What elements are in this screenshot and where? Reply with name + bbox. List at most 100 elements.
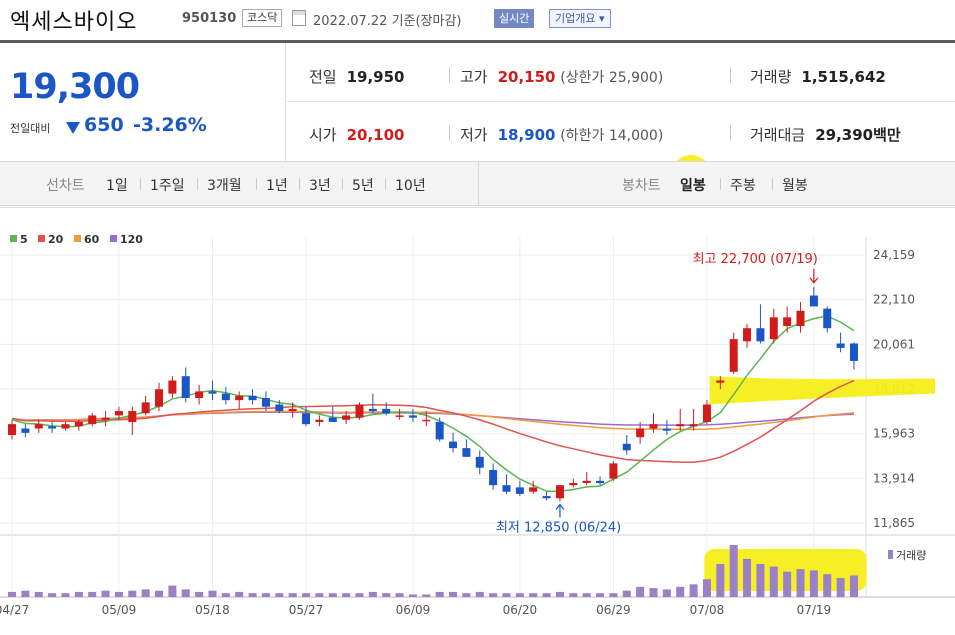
candle-body xyxy=(569,482,578,486)
period-3y[interactable]: 3년 xyxy=(309,178,331,194)
period-5y[interactable]: 5년 xyxy=(352,178,374,194)
volume-bar xyxy=(302,593,311,597)
y-tick-label: 11,865 xyxy=(873,516,915,530)
candle-body xyxy=(542,496,551,499)
period-3m[interactable]: 3개월 xyxy=(207,178,242,194)
candle-body xyxy=(141,402,150,414)
volume-bar xyxy=(582,593,591,597)
candle-body xyxy=(515,487,524,494)
volume-bar xyxy=(743,558,752,597)
line-chart-label: 선차트 xyxy=(46,178,85,194)
volume-bar xyxy=(88,591,97,597)
volume-bar xyxy=(141,589,150,597)
volume-bar xyxy=(195,591,204,597)
calendar-icon xyxy=(292,10,306,26)
candle-body xyxy=(74,421,83,427)
current-price: 19,300 xyxy=(10,67,140,107)
legend-swatch xyxy=(10,235,17,242)
period-1d[interactable]: 1일 xyxy=(106,178,128,194)
candle-body xyxy=(529,487,538,492)
volume-bar xyxy=(729,545,738,597)
candle-body xyxy=(622,443,631,451)
candle-body xyxy=(435,421,444,440)
volume-bar xyxy=(462,593,471,597)
volume-legend-swatch xyxy=(888,550,893,559)
company-overview-button[interactable]: 기업개요 ▾ xyxy=(549,9,611,28)
high-arrow-icon xyxy=(809,268,819,284)
tab-monthly[interactable]: 월봉 xyxy=(782,178,808,194)
candle-body xyxy=(114,411,123,416)
candle-body xyxy=(315,419,324,422)
divider xyxy=(730,125,731,141)
tab-daily[interactable]: 일봉 xyxy=(680,178,706,194)
change-percent: -3.26% xyxy=(133,114,207,136)
stat-volume: 거래량 1,515,642 xyxy=(750,68,886,86)
legend-swatch xyxy=(74,235,81,242)
volume-bar xyxy=(849,575,858,597)
legend-label: 20 xyxy=(48,233,64,246)
candle-body xyxy=(756,328,765,342)
candlestick-chart: 24,15922,11020,06118,01215,96313,91411,8… xyxy=(0,207,955,631)
low-arrow-icon xyxy=(555,503,565,518)
period-1w[interactable]: 1주일 xyxy=(150,178,185,194)
volume-bar xyxy=(235,591,244,597)
prev-change-label: 전일대비 xyxy=(10,122,51,135)
stat-amount: 거래대금 29,390백만 xyxy=(750,126,901,144)
volume-bar xyxy=(74,591,83,597)
divider xyxy=(730,67,731,83)
price-highlight xyxy=(709,376,935,405)
stats-row-divider xyxy=(287,101,955,102)
candle-body xyxy=(261,397,270,407)
candle-body xyxy=(689,424,698,427)
x-tick-label: 07/19 xyxy=(797,603,832,617)
date-text: 2022.07.22 기준(장마감) xyxy=(313,14,462,29)
candle-body xyxy=(582,480,591,483)
candle-body xyxy=(235,395,244,401)
candle-body xyxy=(823,308,832,329)
ma5-line xyxy=(11,315,855,493)
candle-body xyxy=(395,415,404,417)
stock-name: 엑세스바이오 xyxy=(10,10,138,35)
separator xyxy=(197,178,198,190)
x-tick-label: 06/29 xyxy=(596,603,631,617)
y-tick-label: 22,110 xyxy=(873,293,915,307)
candle-body xyxy=(328,417,337,422)
volume-bar xyxy=(702,579,711,597)
separator xyxy=(385,178,386,190)
candle-body xyxy=(702,404,711,422)
tab-weekly[interactable]: 주봉 xyxy=(730,178,756,194)
volume-bar xyxy=(502,593,511,597)
volume-bar xyxy=(783,571,792,597)
legend-swatch xyxy=(110,235,117,242)
volume-bar xyxy=(275,593,284,597)
volume-bar xyxy=(395,593,404,597)
volume-bar xyxy=(769,566,778,597)
chart-svg: 24,15922,11020,06118,01215,96313,91411,8… xyxy=(0,207,955,631)
candle-body xyxy=(155,389,164,407)
volume-bar xyxy=(181,589,190,597)
stat-prev-close: 전일 19,950 xyxy=(309,68,405,86)
volume-bar xyxy=(823,574,832,597)
volume-bar xyxy=(435,591,444,597)
volume-bar xyxy=(649,588,658,597)
volume-bar xyxy=(515,593,524,597)
volume-bar xyxy=(622,590,631,597)
separator xyxy=(256,178,257,190)
period-10y[interactable]: 10년 xyxy=(395,178,426,194)
period-1y[interactable]: 1년 xyxy=(266,178,288,194)
volume-bar xyxy=(342,593,351,597)
realtime-button[interactable]: 실시간 xyxy=(494,9,535,28)
stat-low: 저가 18,900 (하한가 14,000) xyxy=(460,126,664,144)
candle-body xyxy=(408,415,417,418)
high-annotation: 최고 22,700 (07/19) xyxy=(693,252,818,267)
candle-body xyxy=(649,424,658,429)
volume-bar xyxy=(596,593,605,597)
volume-bar xyxy=(315,593,324,597)
change-value: 650 xyxy=(84,114,124,136)
separator xyxy=(140,178,141,190)
candle-body xyxy=(743,328,752,342)
volume-bar xyxy=(475,591,484,597)
candle-body xyxy=(422,419,431,422)
candle-body xyxy=(168,380,177,394)
period-bar-divider xyxy=(478,162,479,205)
